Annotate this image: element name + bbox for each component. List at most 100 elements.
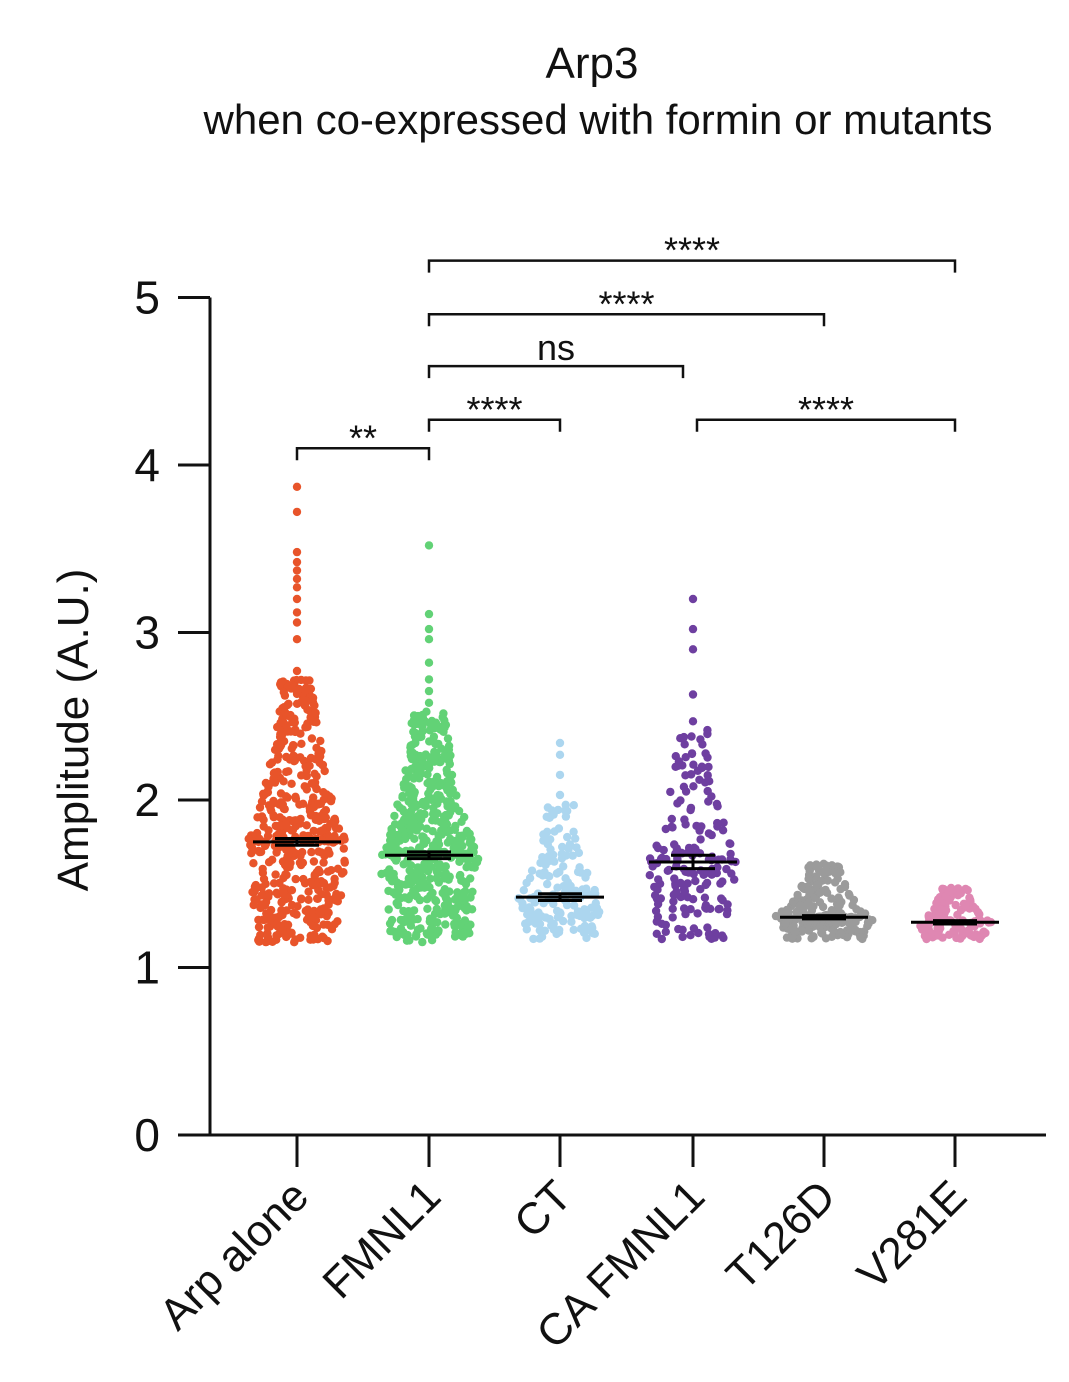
data-point [450, 932, 460, 941]
data-point [258, 864, 267, 874]
data-point [564, 844, 573, 853]
significance-label: **** [664, 230, 720, 271]
data-point [299, 695, 308, 704]
data-point [320, 814, 329, 824]
data-point [314, 847, 323, 856]
data-point [448, 785, 457, 795]
data-point [555, 867, 564, 877]
data-point [406, 747, 415, 757]
data-point [580, 921, 590, 931]
data-point [442, 783, 451, 792]
data-point [306, 811, 316, 820]
data-point [439, 822, 449, 831]
significance-label: ns [537, 327, 575, 368]
data-point [425, 718, 434, 728]
data-point [845, 919, 855, 928]
data-point [261, 789, 270, 799]
data-point [279, 777, 288, 786]
data-point [934, 910, 943, 919]
data-point [680, 740, 689, 749]
data-point [445, 826, 455, 835]
data-point [587, 903, 596, 912]
y-tick-label: 5 [134, 272, 160, 324]
data-point [707, 870, 716, 879]
data-point [281, 819, 290, 829]
data-point [836, 929, 846, 938]
data-point [443, 768, 452, 778]
data-point [326, 797, 336, 806]
data-point [829, 926, 838, 935]
data-point [309, 935, 318, 944]
data-point [535, 934, 544, 943]
data-point [652, 841, 661, 850]
data-point [407, 819, 416, 828]
data-point [282, 870, 291, 880]
data-point [703, 786, 712, 796]
data-point [307, 847, 316, 857]
data-point [264, 858, 274, 867]
data-point [679, 732, 689, 742]
data-point [425, 726, 434, 735]
data-point [781, 919, 790, 928]
data-point [315, 758, 324, 768]
data-point [287, 779, 296, 788]
data-point [569, 827, 578, 836]
data-point [543, 827, 552, 836]
data-point [830, 878, 840, 887]
y-tick-label: 2 [134, 774, 160, 826]
data-point [433, 809, 442, 818]
data-point [262, 909, 271, 918]
data-point [283, 793, 292, 802]
data-point [793, 890, 802, 900]
data-point [411, 761, 420, 771]
data-point [292, 507, 302, 517]
data-point [719, 933, 728, 943]
data-point [321, 806, 331, 815]
data-point [680, 887, 690, 896]
data-point [924, 911, 933, 920]
data-point [815, 898, 825, 907]
data-point [272, 848, 281, 857]
data-point [339, 844, 348, 853]
data-point [679, 782, 689, 791]
data-point [810, 893, 819, 903]
data-point [561, 851, 571, 860]
data-point [418, 865, 427, 874]
data-point [856, 933, 865, 942]
data-point [330, 920, 339, 929]
data-point [398, 928, 407, 937]
data-point [309, 857, 319, 866]
data-point [467, 905, 477, 914]
x-tick-label: T126D [717, 1171, 845, 1299]
data-point [792, 907, 801, 917]
y-tick-label: 4 [134, 439, 160, 491]
data-point [563, 806, 572, 816]
y-tick-label: 0 [134, 1109, 160, 1161]
data-point [537, 912, 546, 921]
data-point [956, 934, 965, 943]
data-point [282, 721, 291, 730]
significance-label: ** [349, 417, 377, 458]
data-point [804, 874, 813, 883]
data-point [812, 862, 821, 871]
data-point [423, 770, 432, 779]
y-tick-labels: 0 1 2 3 4 5 [134, 272, 160, 1162]
data-point [669, 890, 678, 899]
data-point [819, 886, 828, 896]
data-point [400, 783, 409, 792]
data-point [326, 866, 336, 875]
data-point [681, 820, 690, 829]
data-point [466, 835, 475, 844]
data-point [319, 858, 328, 867]
data-point [704, 762, 713, 772]
data-point [846, 925, 856, 935]
data-point [314, 747, 324, 756]
data-point [645, 871, 654, 880]
data-point [322, 790, 331, 799]
data-point [822, 861, 831, 870]
data-point [653, 912, 663, 921]
data-point [458, 841, 467, 851]
data-point [305, 676, 314, 685]
data-point [465, 929, 474, 938]
data-point [817, 928, 826, 937]
